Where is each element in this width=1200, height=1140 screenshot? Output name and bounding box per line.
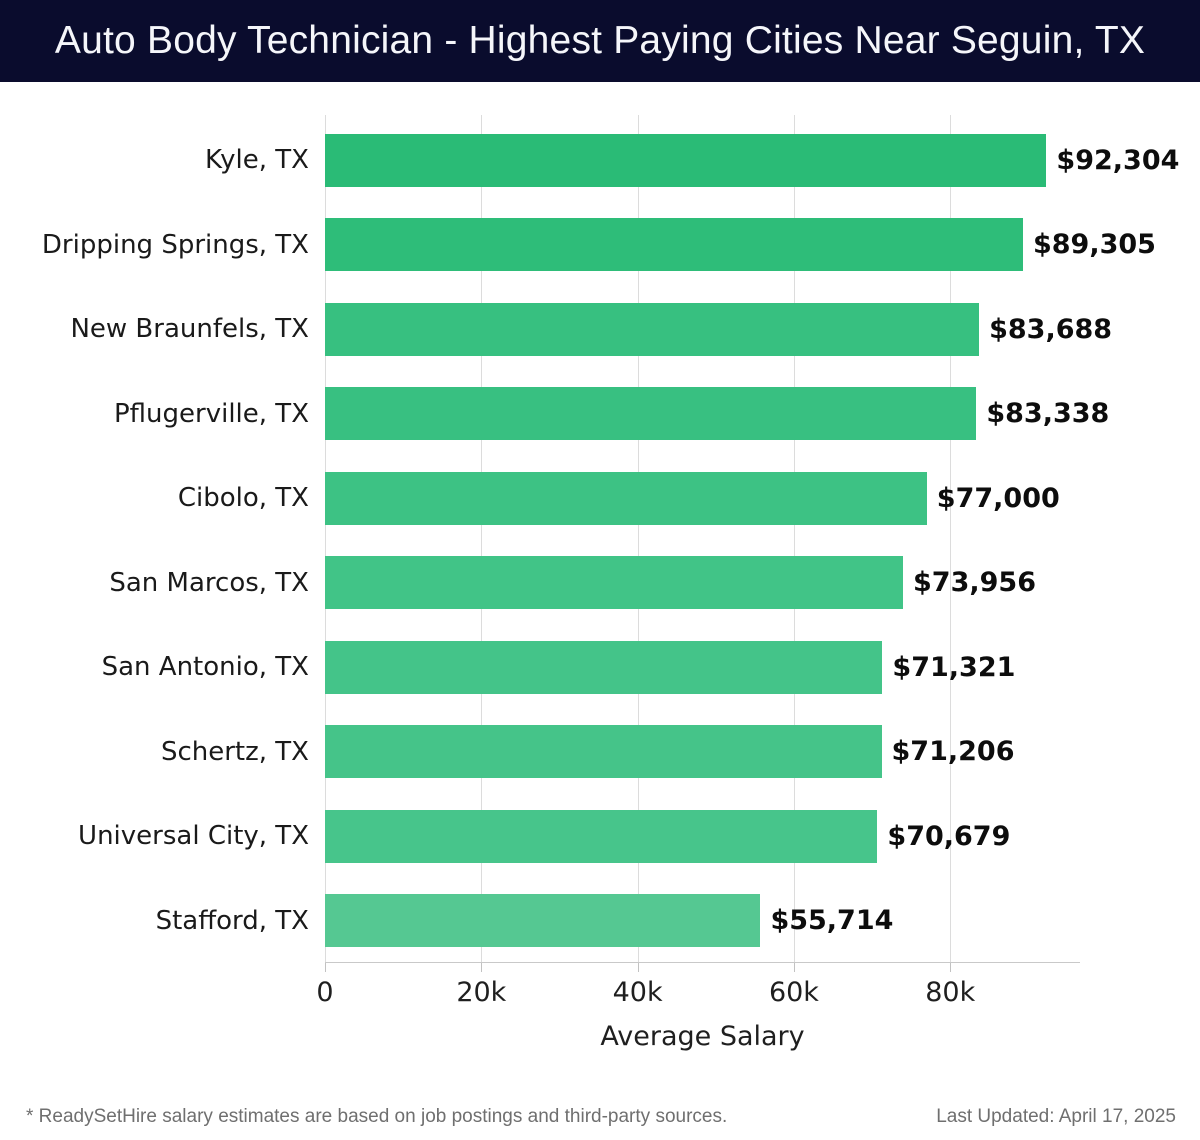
bar: [325, 894, 761, 948]
value-label: $71,206: [891, 736, 1015, 768]
bar: [325, 218, 1023, 272]
bar-track: $70,679: [325, 794, 1080, 879]
category-label: San Antonio, TX: [101, 652, 309, 683]
footer: * ReadySetHire salary estimates are base…: [0, 1106, 1200, 1140]
chart-row: Cibolo, TX $77,000: [0, 456, 1080, 541]
bar: [325, 725, 882, 779]
bar: [325, 640, 883, 694]
x-axis-title: Average Salary: [600, 1021, 805, 1052]
chart-row: Stafford, TX $55,714: [0, 879, 1080, 964]
category-label: San Marcos, TX: [109, 567, 309, 598]
chart-row: Pflugerville, TX $83,338: [0, 372, 1109, 457]
bar-track: $89,305: [325, 203, 1156, 288]
x-tick-label: 0: [316, 977, 334, 1008]
bar: [325, 133, 1047, 187]
bar: [325, 809, 878, 863]
chart-rows: Kyle, TX $92,304 Dripping Springs, TX $8…: [0, 118, 1179, 964]
chart-row: Schertz, TX $71,206: [0, 710, 1080, 795]
chart-row: San Marcos, TX $73,956: [0, 541, 1080, 626]
gridline: [325, 115, 326, 962]
bar-track: $71,206: [325, 710, 1080, 795]
chart-row: Kyle, TX $92,304: [0, 118, 1179, 203]
value-label: $83,338: [986, 398, 1110, 430]
gridline: [637, 115, 639, 962]
bar-track: $71,321: [325, 625, 1080, 710]
bar-track: $92,304: [325, 118, 1179, 203]
x-tick-label: 20k: [456, 977, 507, 1008]
bar: [325, 387, 977, 441]
chart-row: San Antonio, TX $71,321: [0, 625, 1080, 710]
gridline: [950, 115, 952, 962]
value-label: $55,714: [770, 905, 894, 937]
x-tick-mark: [481, 963, 483, 972]
value-label: $73,956: [913, 567, 1036, 599]
gridline: [481, 115, 483, 962]
gridline: [793, 115, 795, 962]
last-updated-text: Last Updated: April 17, 2025: [936, 1106, 1176, 1127]
gridlines: [325, 115, 1080, 963]
value-label: $77,000: [936, 482, 1060, 514]
x-tick-label: 60k: [768, 977, 819, 1008]
category-label: Pflugerville, TX: [114, 398, 309, 429]
bar: [325, 471, 927, 525]
x-axis: 0 20k 40k 60k 80k: [316, 963, 1080, 1011]
chart-row: New Braunfels, TX $83,688: [0, 287, 1112, 372]
category-label: Universal City, TX: [78, 821, 309, 852]
bar: [325, 556, 904, 610]
category-label: Dripping Springs, TX: [41, 229, 309, 260]
bar-track: $73,956: [325, 541, 1080, 626]
bar-track: $77,000: [325, 456, 1080, 541]
disclaimer-text: * ReadySetHire salary estimates are base…: [26, 1106, 728, 1127]
category-label: Cibolo, TX: [177, 483, 309, 514]
category-label: Stafford, TX: [155, 905, 309, 936]
value-label: $92,304: [1056, 144, 1180, 176]
x-tick-mark: [637, 963, 639, 972]
bar-track: $55,714: [325, 879, 1080, 964]
value-label: $71,321: [892, 651, 1016, 683]
value-label: $89,305: [1032, 229, 1156, 261]
bar-chart: Kyle, TX $92,304 Dripping Springs, TX $8…: [0, 115, 1179, 964]
x-tick-mark: [793, 963, 795, 972]
chart-row: Dripping Springs, TX $89,305: [0, 203, 1156, 288]
value-label: $83,688: [989, 313, 1113, 345]
x-tick-mark: [325, 963, 326, 972]
bar: [325, 302, 980, 356]
category-label: Schertz, TX: [160, 736, 309, 767]
page-title: Auto Body Technician - Highest Paying Ci…: [54, 19, 1146, 62]
value-label: $70,679: [887, 820, 1011, 852]
chart-row: Universal City, TX $70,679: [0, 794, 1080, 879]
chart-container: Kyle, TX $92,304 Dripping Springs, TX $8…: [0, 82, 1200, 1052]
bar-track: $83,338: [325, 372, 1109, 457]
category-label: Kyle, TX: [205, 145, 309, 176]
header: Auto Body Technician - Highest Paying Ci…: [0, 0, 1200, 82]
bar-track: $83,688: [325, 287, 1112, 372]
x-tick-label: 40k: [612, 977, 663, 1008]
x-tick-label: 80k: [925, 977, 976, 1008]
x-tick-mark: [950, 963, 952, 972]
category-label: New Braunfels, TX: [70, 314, 309, 345]
